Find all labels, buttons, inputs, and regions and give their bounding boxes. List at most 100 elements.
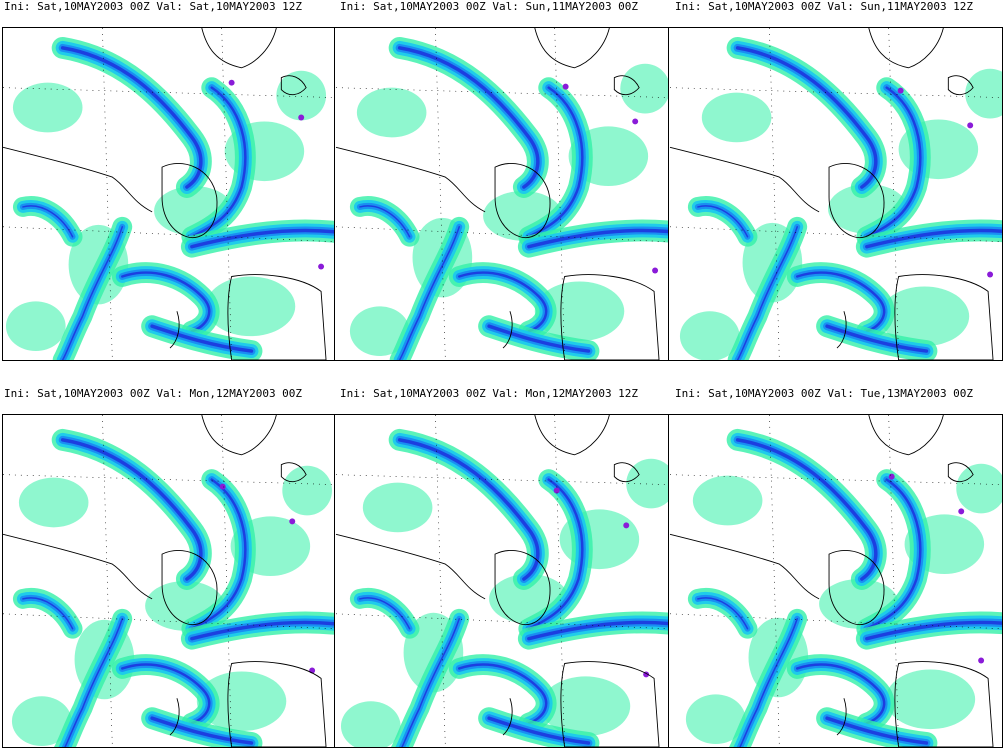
- coastline: [161, 163, 218, 239]
- intensity-core: [652, 267, 659, 274]
- precip-patch: [620, 63, 668, 114]
- val-time: Mon,12MAY2003 12Z: [525, 387, 639, 400]
- intensity-core: [289, 518, 296, 525]
- jet-streak: [739, 618, 798, 747]
- jet-streak: [795, 663, 886, 725]
- precip-patch: [276, 70, 327, 121]
- jet-streak: [121, 271, 211, 333]
- intensity-core: [228, 79, 235, 86]
- jet-streak: [697, 597, 749, 630]
- map-canvas: [3, 28, 334, 360]
- jet-streak: [697, 205, 749, 238]
- jet-streak: [22, 597, 74, 630]
- map-canvas: [3, 415, 334, 747]
- coastline: [3, 146, 153, 213]
- map-canvas: [335, 415, 668, 747]
- coastline: [201, 415, 277, 456]
- map-canvas: [669, 415, 1002, 747]
- precip-patch: [885, 669, 976, 730]
- jet-streak: [458, 271, 548, 333]
- coastline: [227, 661, 327, 747]
- ini-time: Sat,10MAY2003 00Z: [373, 0, 486, 13]
- precip-patch: [5, 301, 66, 352]
- graticule-line: [435, 28, 446, 360]
- coastline: [494, 550, 551, 626]
- jet-streak: [527, 478, 584, 630]
- coastline: [894, 661, 994, 747]
- jet-streak: [487, 324, 591, 353]
- panel-title-1: Ini: Sat,10MAY2003 00Z Val: Sat,10MAY200…: [4, 0, 302, 13]
- precip-patch: [701, 92, 772, 143]
- coastline: [201, 28, 277, 69]
- ini-label: Ini:: [675, 0, 702, 13]
- intensity-core: [967, 122, 974, 129]
- jet-streak: [190, 228, 334, 249]
- ini-label: Ini:: [4, 387, 31, 400]
- ini-time: Sat,10MAY2003 00Z: [708, 0, 821, 13]
- map-canvas: [335, 28, 668, 360]
- ini-time: Sat,10MAY2003 00Z: [37, 0, 150, 13]
- coastline: [947, 462, 974, 483]
- jet-streak: [487, 716, 591, 745]
- jet-streak: [398, 226, 460, 360]
- ini-label: Ini:: [675, 387, 702, 400]
- coastline: [894, 274, 994, 360]
- ini-label: Ini:: [4, 0, 31, 13]
- val-time: Sun,11MAY2003 12Z: [860, 0, 974, 13]
- ini-label: Ini:: [340, 0, 367, 13]
- coastline: [868, 28, 944, 69]
- intensity-core: [298, 114, 305, 121]
- intensity-core: [318, 263, 325, 270]
- val-time: Mon,12MAY2003 00Z: [189, 387, 303, 400]
- coastline: [669, 533, 820, 600]
- precip-patch: [879, 286, 970, 347]
- ini-label: Ini:: [340, 387, 367, 400]
- coastline: [560, 274, 660, 360]
- jet-streak: [150, 324, 254, 353]
- jet-streak: [736, 226, 798, 360]
- panel-title-4: Ini: Sat,10MAY2003 00Z Val: Mon,12MAY200…: [4, 387, 302, 400]
- coastline: [534, 28, 610, 69]
- jet-streak: [865, 228, 1002, 249]
- map-panel-6: [668, 414, 1003, 748]
- jet-streak: [865, 478, 922, 630]
- coastline: [560, 661, 660, 747]
- jet-streak: [397, 438, 540, 581]
- coastline: [280, 462, 307, 483]
- coastline: [502, 698, 513, 736]
- coastline: [227, 274, 327, 360]
- coastline: [169, 311, 180, 349]
- panel-title-2: Ini: Sat,10MAY2003 00Z Val: Sun,11MAY200…: [340, 0, 638, 13]
- val-time: Sun,11MAY2003 00Z: [525, 0, 639, 13]
- panel-title-5: Ini: Sat,10MAY2003 00Z Val: Mon,12MAY200…: [340, 387, 638, 400]
- map-panel-5: [334, 414, 669, 748]
- jet-streak: [527, 86, 584, 238]
- map-panel-3: [668, 27, 1003, 361]
- intensity-core: [897, 87, 904, 94]
- coastline: [669, 146, 820, 213]
- coastline: [534, 415, 610, 456]
- precip-patch: [965, 68, 1002, 119]
- val-label: Val:: [492, 0, 519, 13]
- coastline: [613, 75, 640, 96]
- jet-streak: [60, 438, 203, 581]
- val-label: Val:: [156, 0, 183, 13]
- jet-streak: [121, 663, 211, 725]
- jet-streak: [795, 271, 886, 333]
- precip-patch: [18, 477, 89, 528]
- coastline: [280, 75, 307, 96]
- jet-streak: [150, 716, 254, 745]
- jet-streak: [359, 597, 411, 630]
- graticule-line: [102, 28, 113, 360]
- coastline: [836, 311, 847, 349]
- jet-streak: [825, 716, 929, 745]
- coastline: [502, 311, 513, 349]
- jet-streak: [825, 324, 929, 353]
- precip-patch: [349, 306, 410, 357]
- precip-patch: [534, 281, 625, 342]
- val-label: Val:: [492, 387, 519, 400]
- ini-time: Sat,10MAY2003 00Z: [708, 387, 821, 400]
- val-label: Val:: [827, 387, 854, 400]
- coastline: [161, 550, 218, 626]
- precip-patch: [12, 82, 83, 133]
